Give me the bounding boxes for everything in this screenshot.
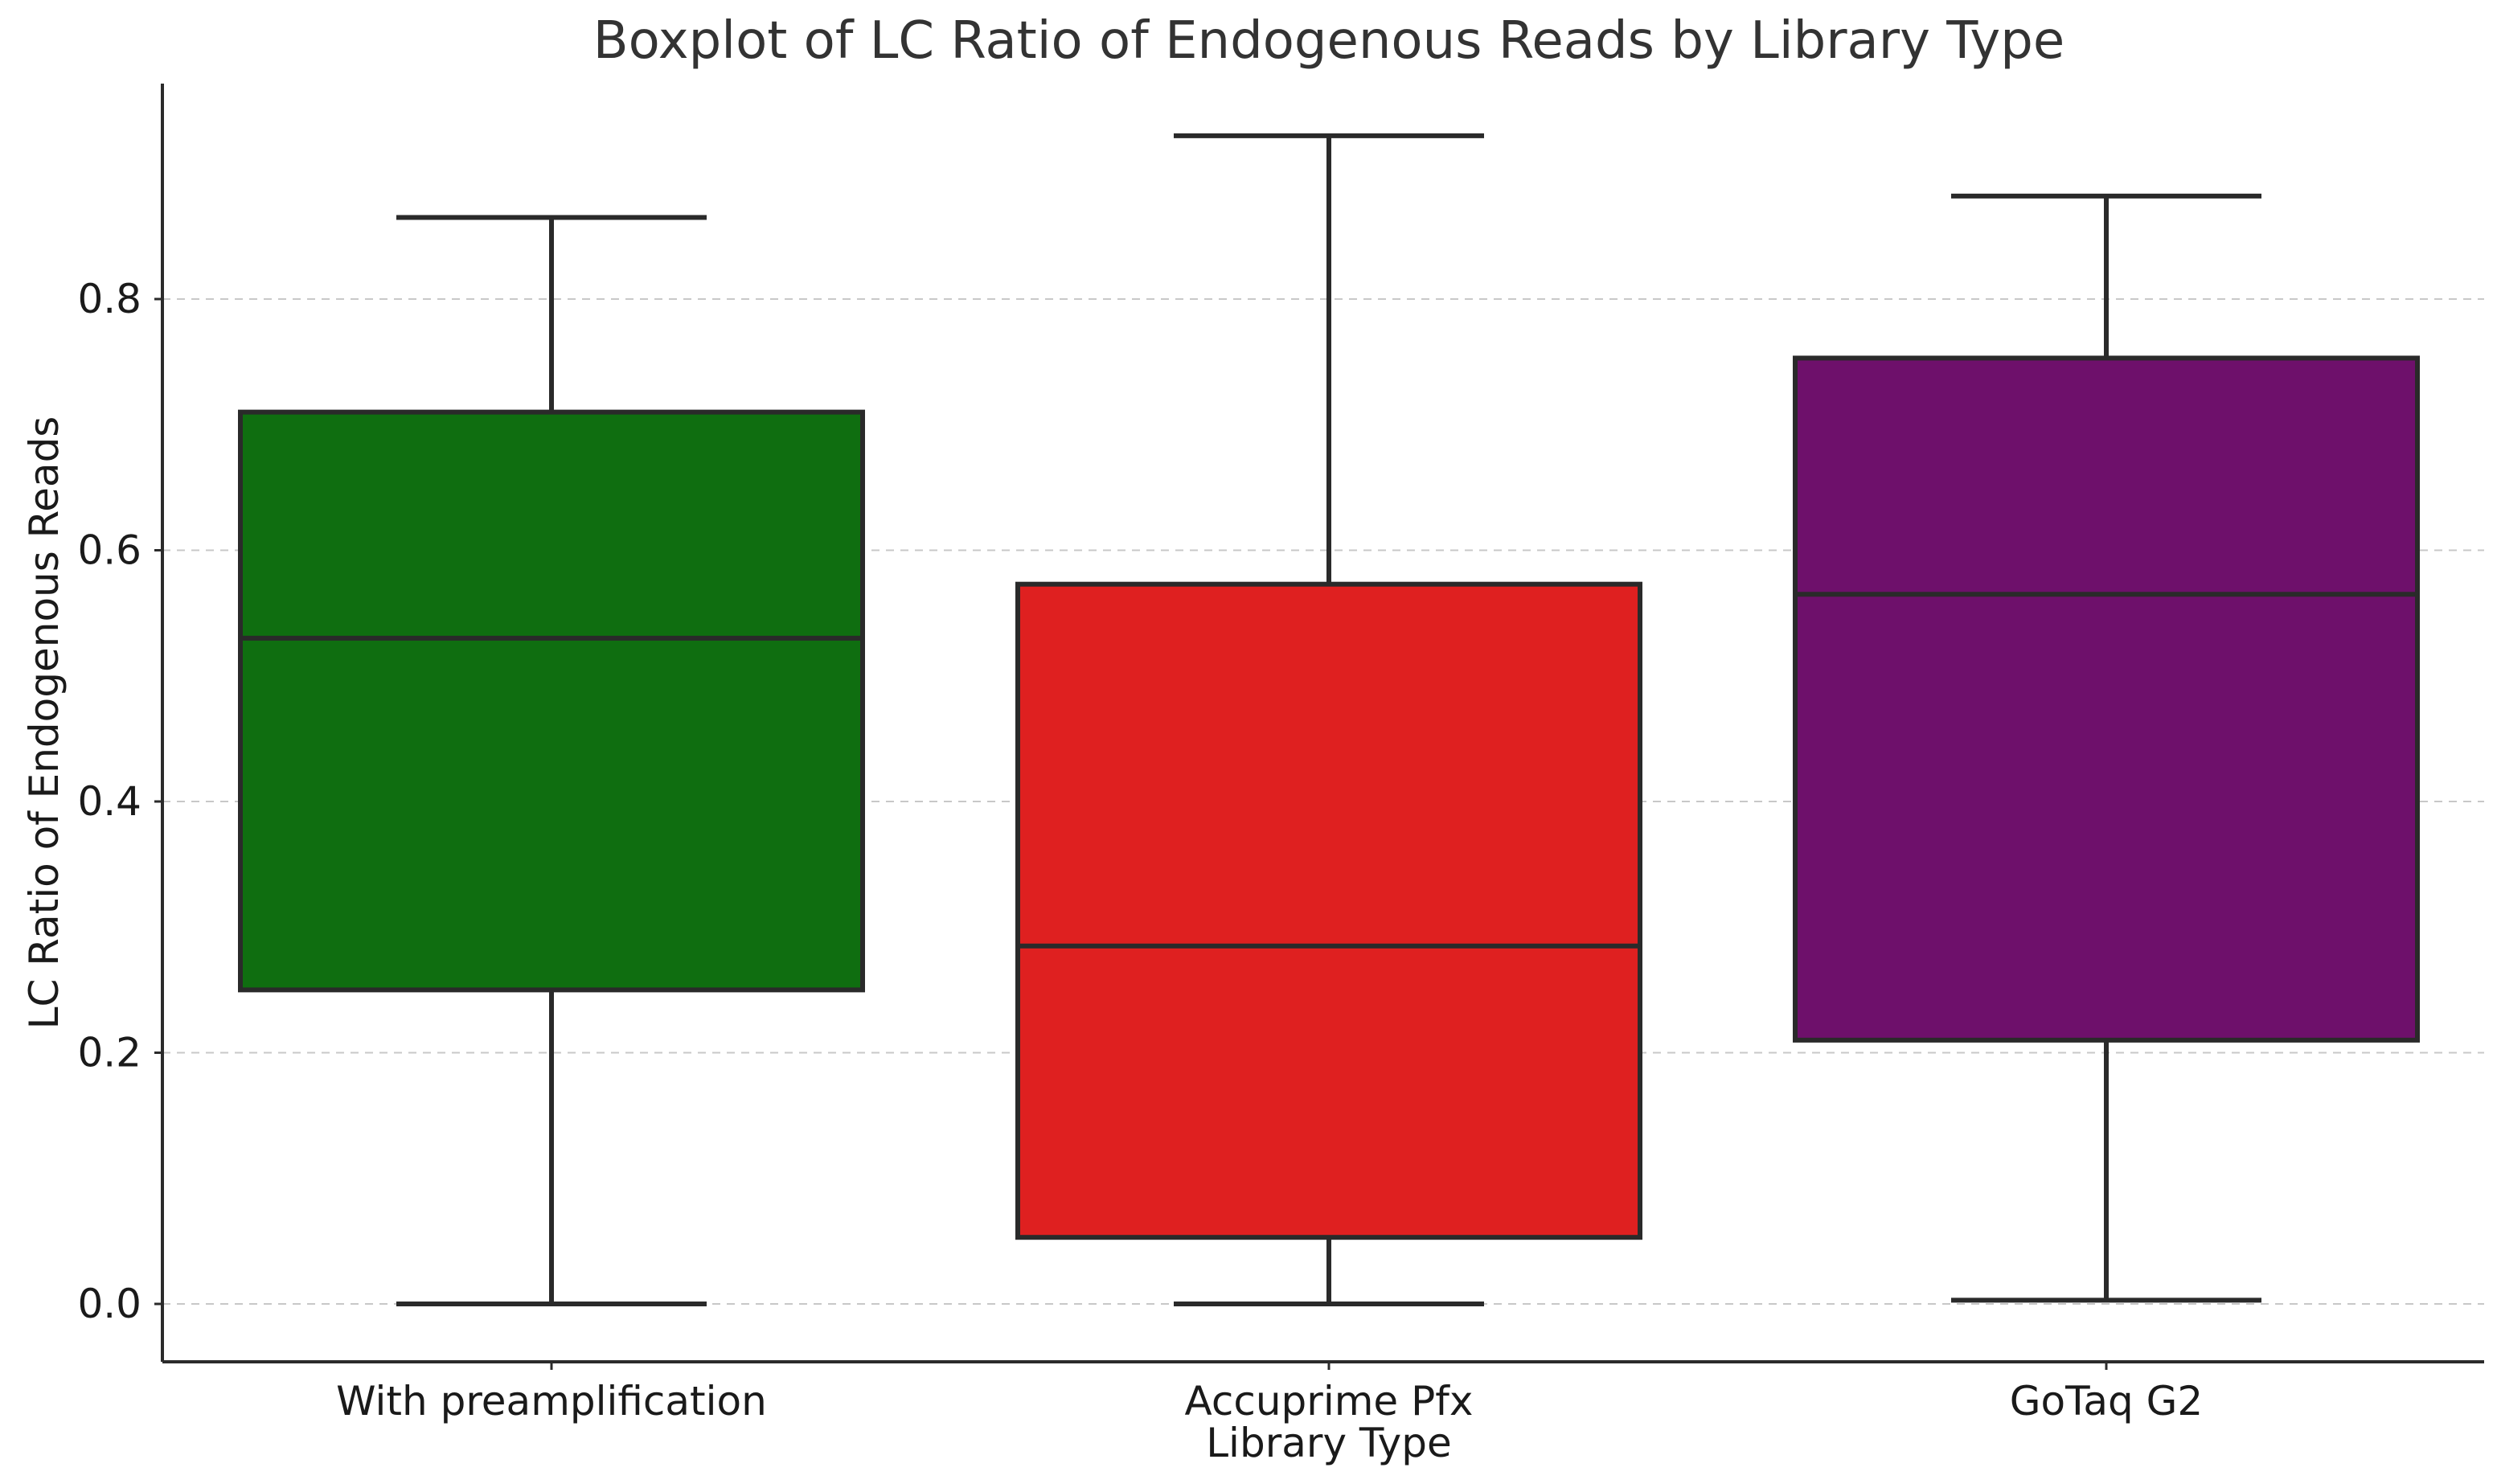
y-tick-label: 0.6: [77, 527, 141, 574]
y-tick-label: 0.8: [77, 276, 141, 322]
box-group: [238, 215, 865, 1306]
x-axis-label: Library Type: [1206, 1420, 1452, 1466]
box-rect: [238, 409, 865, 993]
x-tick-label: With preamplification: [336, 1378, 767, 1425]
box-rect: [1015, 581, 1642, 1240]
boxes: [238, 133, 2420, 1306]
y-tick-label: 0.0: [77, 1281, 141, 1327]
x-tick-label: GoTaq G2: [2010, 1378, 2203, 1425]
box-rect: [1793, 355, 2420, 1043]
y-tick-label: 0.4: [77, 778, 141, 825]
y-axis-label: LC Ratio of Endogenous Reads: [21, 416, 68, 1030]
y-axis-ticks: 0.0 0.2 0.4 0.6 0.8: [77, 276, 162, 1327]
x-axis-ticks: With preamplification Accuprime Pfx GoTaq …: [336, 1362, 2203, 1425]
x-tick-label: Accuprime Pfx: [1185, 1378, 1474, 1425]
box-group: [1015, 133, 1642, 1306]
chart-title: Boxplot of LC Ratio of Endogenous Reads …: [593, 11, 2065, 71]
box-group: [1793, 193, 2420, 1303]
y-tick-label: 0.2: [77, 1030, 141, 1076]
